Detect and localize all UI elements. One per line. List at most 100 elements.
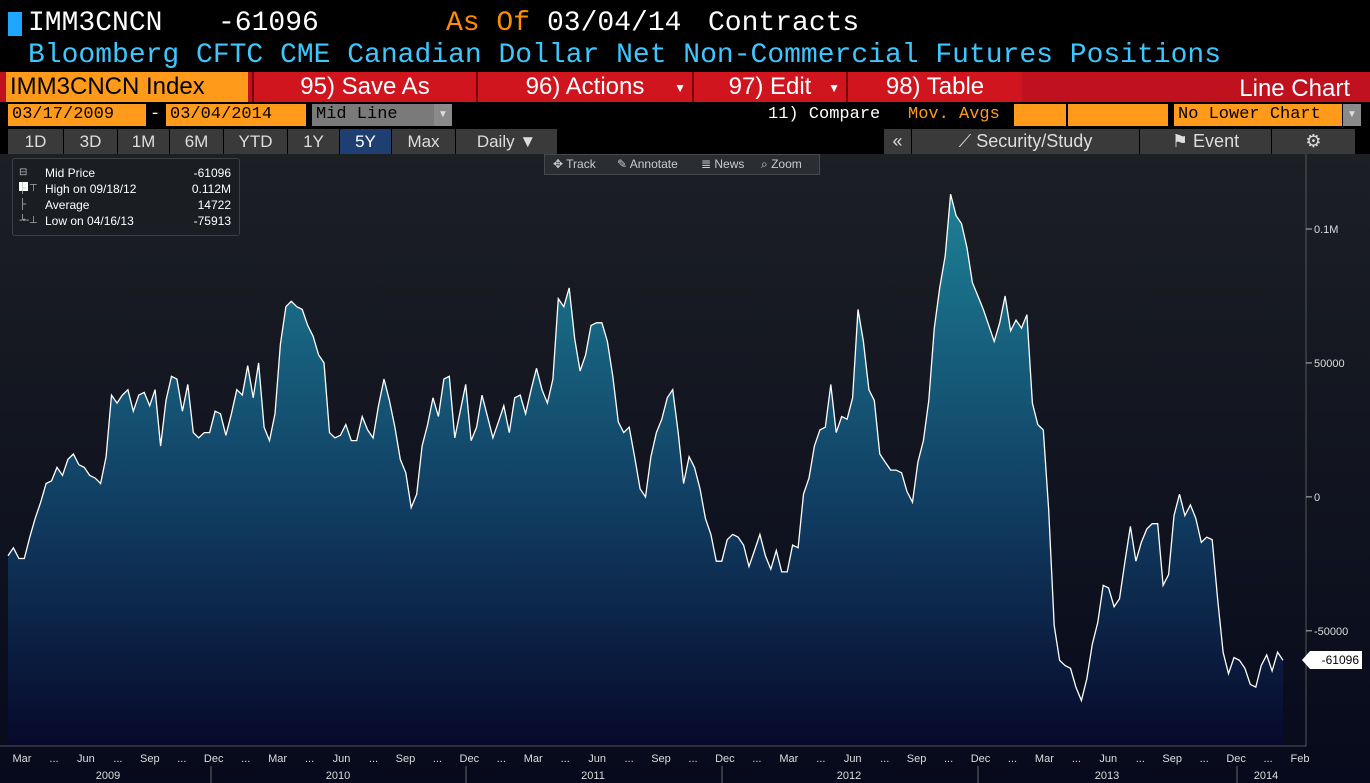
mov-avg-field-1[interactable] (1014, 104, 1066, 126)
as-of-label: As Of (446, 8, 531, 39)
table-button[interactable]: 98) Table (846, 72, 1022, 102)
news-button[interactable]: ≣ News (701, 157, 745, 171)
x-month-ellipsis: ... (1008, 753, 1017, 765)
collapse-icon: ⊟ (19, 165, 39, 197)
date-separator: - (150, 105, 161, 124)
legend-mid-label: Mid Price (45, 166, 96, 180)
x-month-label: Dec (715, 753, 735, 765)
x-month-ellipsis: ... (241, 753, 250, 765)
track-button[interactable]: ✥ Track (553, 157, 596, 171)
x-month-ellipsis: ... (1072, 753, 1081, 765)
x-month-label: Jun (588, 753, 606, 765)
x-month-label: Sep (651, 753, 671, 765)
legend-low-value: -75913 (193, 214, 231, 228)
x-month-label: Jun (333, 753, 351, 765)
tab-ytd[interactable]: YTD (224, 129, 288, 154)
x-month-ellipsis: ... (49, 753, 58, 765)
x-month-ellipsis: ... (1264, 753, 1273, 765)
x-month-label: Sep (907, 753, 927, 765)
chart-type-label[interactable]: Line Chart (1239, 75, 1350, 102)
news-label: News (714, 157, 745, 171)
chart-legend[interactable]: ⊟ Mid Price -61096 ├ ⊤ High on 09/18/12 … (12, 158, 240, 236)
security-field[interactable]: IMM3CNCN Index (6, 72, 248, 102)
x-month-ellipsis: ... (561, 753, 570, 765)
series-area (8, 194, 1283, 746)
actions-menu[interactable]: 96) Actions ▼ (476, 72, 692, 102)
security-study-button[interactable]: ⟋ Security/Study (912, 129, 1140, 154)
x-year-label: 2011 (581, 770, 605, 782)
save-as-label: 95) Save As (300, 73, 430, 100)
chevron-down-icon: ▼ (828, 81, 840, 95)
x-month-label: Sep (1162, 753, 1182, 765)
chevron-down-icon[interactable]: ▼ (1343, 104, 1361, 126)
settings-button[interactable]: ⚙ (1272, 129, 1356, 154)
tab-5y[interactable]: 5Y (340, 129, 392, 154)
x-month-ellipsis: ... (944, 753, 953, 765)
chart-toolbar: ✥ Track ✎ Annotate ≣ News ⌕ Zoom (544, 154, 820, 175)
legend-high-label: High on 09/18/12 (45, 182, 137, 196)
x-month-ellipsis: ... (688, 753, 697, 765)
tab-1d[interactable]: 1D (8, 129, 64, 154)
save-as-button[interactable]: 95) Save As (252, 72, 476, 102)
legend-row-high: ├ ⊤ High on 09/18/12 0.112M (19, 181, 235, 197)
zoom-button[interactable]: ⌕ Zoom (761, 157, 802, 171)
high-marker-icon: ├ ⊤ (19, 183, 38, 194)
legend-avg-value: 14722 (197, 198, 231, 212)
legend-row-mid: ⊟ Mid Price -61096 (19, 165, 235, 191)
x-month-ellipsis: ... (1200, 753, 1209, 765)
actions-label: 96) Actions (525, 73, 645, 100)
plot-layer (7, 194, 1284, 746)
track-label: Track (566, 157, 596, 171)
x-month-ellipsis: ... (177, 753, 186, 765)
tab-1m[interactable]: 1M (118, 129, 170, 154)
as-of-date: 03/04/14 (547, 8, 682, 39)
legend-high-value: 0.112M (191, 182, 231, 196)
collapse-button[interactable]: « (884, 129, 912, 154)
average-marker-icon: ├ -◦- (19, 199, 30, 226)
x-month-label: Mar (524, 753, 543, 765)
frequency-label: Daily (476, 132, 515, 151)
x-year-label: 2014 (1254, 770, 1278, 782)
x-month-label: Jun (1099, 753, 1117, 765)
units-label: Contracts (708, 8, 860, 39)
annotate-button[interactable]: ✎ Annotate (617, 157, 678, 171)
low-marker-icon: └ ⊥ (19, 215, 38, 226)
x-month-label: Dec (204, 753, 224, 765)
legend-row-average: ├ -◦- Average 14722 (19, 197, 235, 226)
event-button[interactable]: ⚑ Event (1140, 129, 1272, 154)
gear-icon: ⚙ (1305, 131, 1322, 151)
x-month-label: Feb (1291, 753, 1310, 765)
x-month-label: Mar (1035, 753, 1054, 765)
axis-layer: 0.1M 50000 0 -50000 Mar... Jun... Sep... Dec...… (0, 154, 1348, 783)
x-month-label: Jun (844, 753, 862, 765)
x-month-label: Mar (13, 753, 32, 765)
series-line (7, 194, 1284, 703)
tab-max[interactable]: Max (392, 129, 456, 154)
frequency-select[interactable]: Daily ▼ (456, 129, 558, 154)
edit-menu[interactable]: 97) Edit ▼ (692, 72, 846, 102)
title-bar: IMM3CNCN -61096 As Of 03/04/14 Contracts (0, 8, 1370, 40)
lower-chart-select[interactable]: No Lower Chart (1174, 104, 1342, 126)
ticker-symbol: IMM3CNCN (28, 8, 163, 39)
security-description: Bloomberg CFTC CME Canadian Dollar Net N… (28, 40, 1221, 71)
chevron-down-icon: ▼ (674, 81, 686, 95)
x-year-label: 2009 (96, 770, 120, 782)
chevron-down-icon: ▼ (519, 132, 537, 151)
tab-3d[interactable]: 3D (64, 129, 118, 154)
line-mode-select[interactable]: Mid Line (312, 104, 434, 126)
tab-6m[interactable]: 6M (170, 129, 224, 154)
x-year-label: 2012 (837, 770, 861, 782)
chart-study-icon: ⟋ (958, 131, 977, 151)
compare-button[interactable]: 11) Compare (768, 105, 881, 124)
end-date-field[interactable]: 03/04/2014 (166, 104, 306, 126)
tab-1y[interactable]: 1Y (288, 129, 340, 154)
price-chart[interactable]: 0.1M 50000 0 -50000 Mar... Jun... Sep... Dec...… (0, 154, 1370, 783)
x-month-label: Sep (396, 753, 416, 765)
mov-avg-field-2[interactable] (1068, 104, 1168, 126)
start-date-field[interactable]: 03/17/2009 (8, 104, 146, 126)
chevron-down-icon[interactable]: ▼ (434, 104, 452, 126)
mov-avgs-label: Mov. Avgs (908, 105, 1000, 124)
y-tick-label: 50000 (1314, 358, 1345, 370)
event-label: Event (1193, 131, 1240, 151)
x-month-label: Mar (268, 753, 287, 765)
